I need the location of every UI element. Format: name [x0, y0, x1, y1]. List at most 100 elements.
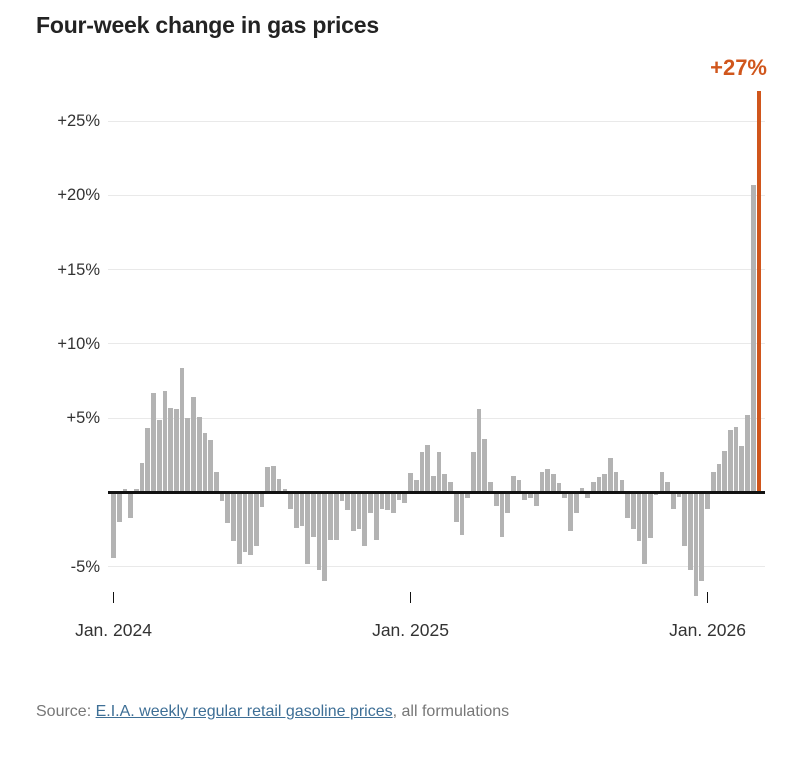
- bar: [173, 409, 179, 493]
- source-suffix: , all formulations: [392, 703, 510, 720]
- bar: [659, 471, 665, 493]
- y-axis-label: -5%: [70, 557, 100, 576]
- bar: [139, 462, 145, 493]
- bar: [476, 409, 482, 493]
- bar: [356, 492, 362, 530]
- bar: [579, 487, 585, 493]
- bar: [225, 492, 231, 524]
- bar: [573, 492, 579, 514]
- bar: [436, 452, 442, 493]
- bar: [362, 492, 368, 546]
- bar: [202, 432, 208, 493]
- bar: [568, 492, 573, 531]
- bar: [219, 492, 225, 502]
- bar: [419, 452, 425, 493]
- bar: [676, 492, 682, 497]
- bar: [636, 492, 642, 542]
- bar: [156, 419, 162, 493]
- bar: [242, 492, 248, 552]
- bar: [493, 492, 499, 506]
- bar: [168, 407, 173, 493]
- bar: [648, 492, 653, 539]
- bar: [613, 471, 619, 493]
- bar: [259, 492, 265, 508]
- bar: [282, 489, 288, 493]
- bar: [528, 492, 533, 499]
- bar: [236, 492, 242, 564]
- bar: [368, 492, 373, 514]
- bar: [750, 184, 756, 493]
- bar: [116, 492, 122, 522]
- bar: [122, 489, 128, 493]
- bar: [248, 492, 253, 555]
- y-axis-label: +10%: [57, 334, 100, 353]
- bar: [425, 444, 430, 493]
- x-axis-tick: [706, 592, 709, 603]
- bar: [402, 492, 408, 503]
- bar: [642, 492, 648, 564]
- bar: [196, 416, 202, 493]
- bar: [345, 492, 351, 511]
- bar: [465, 492, 470, 499]
- bar: [619, 480, 625, 493]
- bar: [482, 438, 488, 493]
- bar: [739, 446, 745, 493]
- bar: [151, 392, 156, 493]
- bar: [442, 474, 448, 493]
- bar: [448, 481, 453, 493]
- bar: [716, 464, 722, 493]
- bar: [431, 475, 436, 493]
- bar: [185, 418, 191, 493]
- source-line: Source: E.I.A. weekly regular retail gas…: [36, 703, 509, 721]
- bar: [505, 492, 510, 514]
- bar: [385, 492, 390, 511]
- x-axis-label: Jan. 2026: [669, 620, 746, 640]
- bar: [516, 480, 522, 493]
- x-axis-label: Jan. 2025: [372, 620, 449, 640]
- source-link[interactable]: E.I.A. weekly regular retail gasoline pr…: [95, 703, 393, 720]
- bar: [590, 481, 596, 493]
- bar: [585, 492, 590, 499]
- highlight-bar: [756, 91, 762, 493]
- bar: [133, 489, 139, 493]
- bar: [265, 467, 271, 493]
- bar: [459, 492, 465, 536]
- bar: [333, 492, 339, 540]
- bar: [710, 471, 716, 493]
- y-axis-label: +20%: [57, 186, 100, 205]
- bar: [705, 492, 710, 509]
- bar: [213, 471, 219, 493]
- bar: [699, 492, 705, 582]
- source-prefix: Source:: [36, 703, 96, 720]
- bar: [665, 481, 670, 493]
- bar: [379, 492, 385, 509]
- bar: [299, 492, 305, 527]
- bar: [733, 426, 739, 493]
- y-gridline: [108, 417, 765, 419]
- bar: [533, 492, 539, 506]
- bar: [653, 492, 659, 496]
- bar: [271, 465, 276, 493]
- bar: [391, 492, 396, 514]
- y-gridline: [108, 566, 765, 568]
- bar: [179, 367, 185, 493]
- bar: [596, 477, 602, 493]
- bar: [293, 492, 299, 528]
- bar: [539, 471, 545, 493]
- bar: [630, 492, 636, 530]
- bar: [311, 492, 316, 537]
- bar: [545, 468, 550, 493]
- bar: [162, 391, 168, 493]
- bar: [625, 492, 630, 518]
- bar: [413, 480, 419, 493]
- bar: [339, 492, 345, 502]
- bar: [745, 415, 750, 493]
- x-axis-tick: [409, 592, 412, 603]
- y-axis-label: +15%: [57, 260, 100, 279]
- x-axis-label: Jan. 2024: [75, 620, 152, 640]
- bar: [670, 492, 676, 509]
- bar: [351, 492, 356, 531]
- bar: [693, 492, 699, 597]
- bar: [111, 492, 116, 558]
